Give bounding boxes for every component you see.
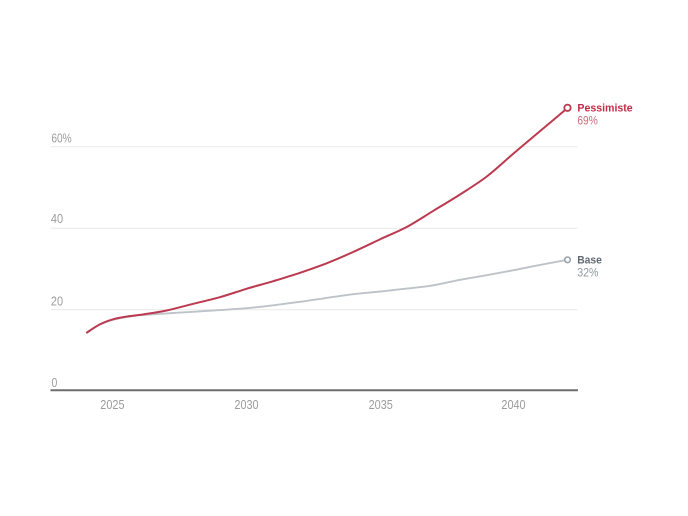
svg-text:20: 20: [51, 294, 63, 309]
svg-text:Pessimiste: Pessimiste: [577, 102, 632, 114]
svg-text:32%: 32%: [577, 267, 598, 280]
svg-text:0: 0: [52, 375, 58, 390]
svg-text:2035: 2035: [369, 397, 393, 412]
svg-text:2030: 2030: [234, 397, 258, 412]
svg-text:Base: Base: [577, 254, 602, 266]
svg-text:2040: 2040: [501, 397, 525, 412]
svg-text:69%: 69%: [577, 115, 597, 128]
svg-text:40: 40: [51, 211, 63, 226]
svg-text:2025: 2025: [100, 397, 124, 412]
svg-text:60%: 60%: [51, 130, 72, 145]
